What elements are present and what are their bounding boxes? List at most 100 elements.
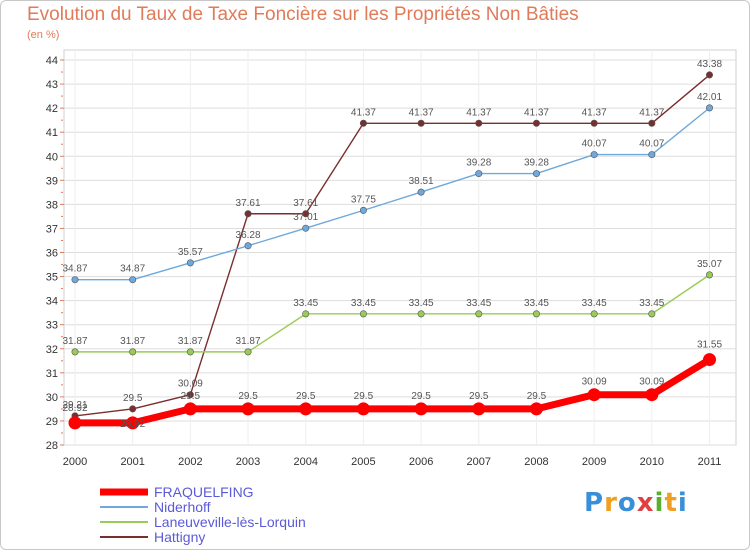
y-tick-label: 31 xyxy=(46,368,58,380)
logo-letter: r xyxy=(604,488,618,518)
x-tick-label: 2008 xyxy=(524,456,548,468)
x-tick-label: 2010 xyxy=(640,456,664,468)
chart-title: Evolution du Taux de Taxe Foncière sur l… xyxy=(27,4,579,25)
data-point xyxy=(587,388,601,402)
data-point xyxy=(532,310,540,318)
data-point xyxy=(356,402,370,416)
data-label: 30.09 xyxy=(582,377,607,388)
data-point xyxy=(529,402,543,416)
data-label: 33.45 xyxy=(524,298,549,309)
data-point xyxy=(359,310,367,318)
y-tick-label: 30 xyxy=(46,392,58,404)
data-point xyxy=(129,405,137,413)
series-line-0 xyxy=(71,356,714,427)
y-tick-label: 43 xyxy=(46,79,58,91)
data-label: 39.28 xyxy=(524,158,549,169)
data-point xyxy=(417,119,425,127)
data-label: 40.07 xyxy=(582,139,607,150)
data-label: 37.75 xyxy=(351,194,376,205)
data-point xyxy=(417,310,425,318)
data-label: 29.5 xyxy=(411,391,431,402)
data-point xyxy=(359,119,367,127)
y-tick-label: 36 xyxy=(46,248,58,260)
data-label: 31.87 xyxy=(120,336,145,347)
data-label: 41.37 xyxy=(582,107,607,118)
data-label: 39.28 xyxy=(466,158,491,169)
data-point xyxy=(186,391,194,399)
data-label: 31.87 xyxy=(62,336,87,347)
data-label: 29.5 xyxy=(181,391,201,402)
data-label: 33.45 xyxy=(293,298,318,309)
data-point xyxy=(590,151,598,159)
x-tick-label: 2011 xyxy=(698,456,722,468)
data-label: 31.87 xyxy=(178,336,203,347)
data-label: 35.57 xyxy=(178,247,203,258)
data-label: 41.37 xyxy=(409,107,434,118)
logo-letter: i xyxy=(654,488,665,518)
data-label: 29.5 xyxy=(354,391,374,402)
data-point xyxy=(244,242,252,250)
data-label: 36.28 xyxy=(236,230,261,241)
y-tick-label: 41 xyxy=(46,127,58,139)
data-point xyxy=(414,402,428,416)
legend-label-3: Hattigny xyxy=(154,529,205,545)
data-label: 29.5 xyxy=(123,393,143,404)
series-line-1 xyxy=(74,107,711,281)
data-point xyxy=(68,416,82,430)
data-point xyxy=(359,206,367,214)
data-label: 41.37 xyxy=(524,107,549,118)
data-point xyxy=(645,388,659,402)
data-point xyxy=(186,348,194,356)
data-label: 33.45 xyxy=(582,298,607,309)
data-point xyxy=(244,348,252,356)
y-tick-label: 37 xyxy=(46,223,58,235)
logo-letter: o xyxy=(617,488,637,518)
data-label: 43.38 xyxy=(697,59,722,70)
data-label: 41.37 xyxy=(351,107,376,118)
data-point xyxy=(302,310,310,318)
data-point xyxy=(126,416,140,430)
data-point xyxy=(706,271,714,279)
series-line-2 xyxy=(74,274,711,353)
x-tick-label: 2007 xyxy=(467,456,491,468)
legend-label-2: Laneuveville-lès-Lorquin xyxy=(154,514,306,530)
y-axis-unit: (en %) xyxy=(27,29,60,41)
data-point xyxy=(183,402,197,416)
y-tick-label: 40 xyxy=(46,151,58,163)
data-point xyxy=(590,310,598,318)
x-tick-label: 2001 xyxy=(120,456,144,468)
data-label: 28.92 xyxy=(120,419,145,430)
data-point xyxy=(475,310,483,318)
data-point xyxy=(186,259,194,267)
data-point xyxy=(648,119,656,127)
data-label: 38.51 xyxy=(409,176,434,187)
legend: FRAQUELFINGNiderhoffLaneuveville-lès-Lor… xyxy=(100,484,306,545)
data-label: 31.87 xyxy=(236,336,261,347)
data-label: 41.37 xyxy=(639,107,664,118)
data-point xyxy=(417,188,425,196)
data-label: 34.87 xyxy=(62,264,87,275)
data-point xyxy=(129,276,137,284)
data-label: 37.61 xyxy=(293,198,318,209)
data-point xyxy=(703,353,717,367)
data-label: 29.5 xyxy=(527,391,547,402)
grid xyxy=(63,49,737,446)
data-label: 35.07 xyxy=(697,259,722,270)
data-point xyxy=(706,71,714,79)
data-point xyxy=(532,170,540,178)
data-label: 41.37 xyxy=(466,107,491,118)
y-tick-label: 28 xyxy=(46,440,58,452)
data-point xyxy=(71,276,79,284)
data-label: 29.21 xyxy=(62,400,87,411)
data-label: 40.07 xyxy=(639,139,664,150)
data-point xyxy=(71,348,79,356)
x-tick-label: 2006 xyxy=(409,456,433,468)
data-point xyxy=(475,119,483,127)
data-label: 34.87 xyxy=(120,264,145,275)
data-label: 42.01 xyxy=(697,92,722,103)
data-point xyxy=(299,402,313,416)
x-tick-label: 2004 xyxy=(293,456,317,468)
data-point xyxy=(244,210,252,218)
